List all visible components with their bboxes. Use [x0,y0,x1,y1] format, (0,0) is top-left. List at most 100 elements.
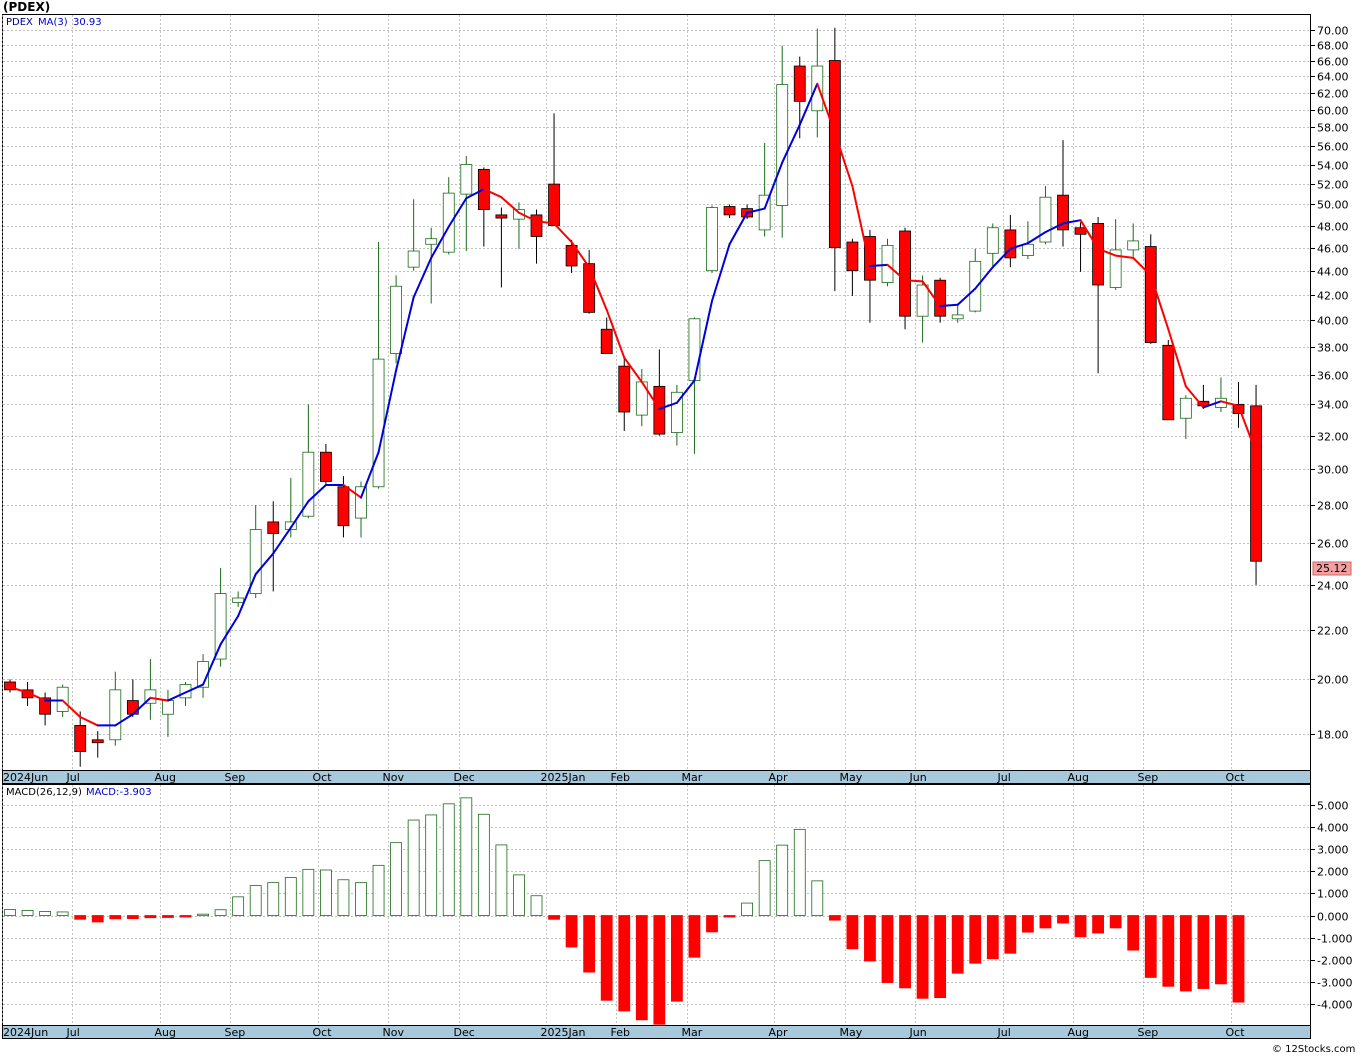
ma-segment [465,188,485,200]
macd-bar-positive [776,844,789,916]
macd-bar-negative [109,915,122,920]
price-x-tick-label: Jul [997,771,1011,784]
candle [1022,221,1034,260]
macd-x-tick-label: Jun [909,1026,927,1039]
macd-y-tick-label: -4.000 [1317,999,1352,1012]
ma-segment [482,188,503,199]
macd-bar-negative [74,915,87,920]
macd-bar-negative [1179,915,1192,992]
macd-bar-negative [635,915,648,1021]
price-x-axis-bar [2,770,1311,784]
candle [179,681,192,706]
price-y-tick-label: 54.00 [1317,160,1349,173]
macd-x-tick-label: Oct [1226,1026,1246,1039]
ma-segment [131,696,152,716]
macd-bar-negative [1039,915,1052,929]
macd-bar-negative [1022,915,1034,933]
candle [407,199,420,271]
candle [916,275,929,343]
candle-body-up [249,529,262,594]
ma-segment [623,356,643,383]
macd-bar-negative [1232,915,1245,1003]
candle-body-down [653,385,666,435]
ma-segment [79,716,99,727]
candle [249,504,262,599]
macd-bar-negative [986,915,999,960]
candle-body-up [56,686,69,712]
macd-marks [4,797,1245,1025]
ma-segment [658,401,678,410]
ma-segment [430,225,450,259]
price-x-tick-label: 2025Jan [541,771,586,784]
macd-bar-negative [1127,915,1140,951]
candle-body-up [355,486,367,519]
candle-body-down [74,725,87,752]
ma-segment [553,222,573,244]
candle [530,209,543,264]
candle-body-up [969,260,982,312]
candle [1162,339,1175,421]
candle-body-down [793,65,806,102]
ma-segment [1079,219,1100,250]
candle-body-up [1179,397,1192,419]
candle-body-down [39,697,51,715]
macd-bar-negative [934,915,947,999]
macd-x-tick-label: Sep [225,1026,246,1039]
ma-segment [746,207,766,214]
ma-segment [868,263,889,267]
price-y-tick-label: 26.00 [1317,538,1349,551]
candle [1250,384,1262,585]
macd-bar-positive [267,882,280,916]
macd-y-tick-label: -3.000 [1317,977,1352,990]
candle-body-down [618,365,631,413]
candle-body-up [1022,243,1034,256]
candle-body-up [372,358,385,488]
macd-bar-negative [179,915,192,918]
candle [864,229,876,323]
price-y-tick-label: 28.00 [1317,500,1349,513]
macd-bar-negative [706,915,718,933]
ma-segment [272,526,292,555]
candle [319,443,332,485]
last-price-tag-box [1312,561,1352,576]
macd-bar-positive [758,860,771,916]
price-grid [2,15,1310,770]
macd-y-tick-label: 5.000 [1317,800,1349,813]
candle [1109,219,1122,290]
macd-y-tick-label: -1.000 [1317,933,1352,946]
candle-body-up [706,207,718,272]
macd-x-tick-label: Nov [383,1026,405,1039]
price-y-tick-label: 46.00 [1317,243,1349,256]
macd-x-tick-label: Sep [1138,1026,1159,1039]
price-y-tick-label: 60.00 [1317,105,1349,118]
last-price-tag: 25.12 [1316,562,1348,575]
ma-segment [693,300,713,382]
macd-bar-positive [214,909,227,916]
ma-segment [1062,219,1082,225]
ma-segment [202,643,222,686]
macd-x-tick-label: Feb [611,1026,630,1039]
macd-x-tick-label: Oct [313,1026,333,1039]
price-x-tick-label: Oct [1226,771,1246,784]
macd-bar-positive [4,909,16,916]
candle [706,205,718,274]
macd-bar-positive [21,909,34,916]
candle-body-down [495,214,508,219]
candle [4,679,16,693]
ma-segment [26,691,47,702]
macd-bar-negative [1215,915,1227,985]
ma-segment [447,197,468,228]
candle [951,303,964,323]
macd-y-tick-label: 3.000 [1317,844,1349,857]
macd-bar-positive [741,902,753,916]
macd-value: MACD:-3.903 [86,787,152,798]
price-x-tick-label: Feb [611,771,630,784]
price-x-tick-label: Apr [769,771,789,784]
macd-bar-negative [653,915,666,1025]
candle-body-down [1250,405,1262,562]
candle-body-up [460,164,473,195]
macd-bar-negative [881,915,894,983]
ma-segment [237,573,257,618]
macd-bar-negative [899,915,911,989]
